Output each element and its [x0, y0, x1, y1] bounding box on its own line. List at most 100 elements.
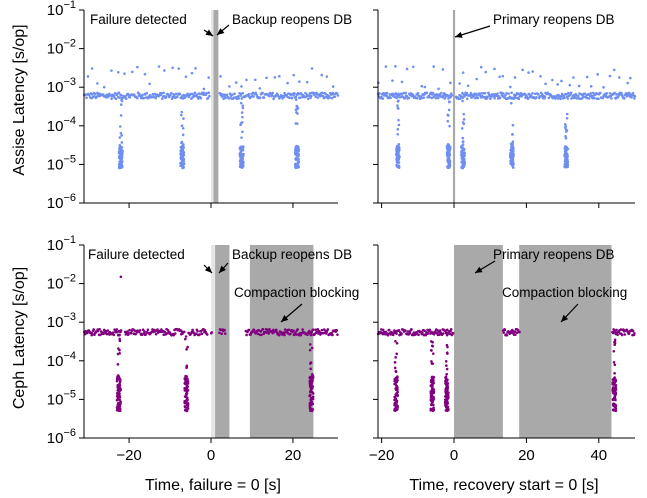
data-point	[148, 93, 152, 97]
cluster-point	[183, 401, 186, 404]
data-point	[511, 329, 515, 333]
cluster-point	[393, 398, 396, 402]
data-point	[416, 91, 420, 95]
outlier-point	[521, 68, 524, 72]
cluster-point	[118, 407, 121, 410]
data-point	[389, 96, 392, 100]
data-point	[563, 96, 566, 100]
data-point	[472, 94, 476, 98]
trail-point	[397, 118, 400, 122]
data-point	[613, 330, 617, 333]
data-point	[633, 97, 636, 100]
cluster-point	[509, 156, 512, 160]
data-point	[124, 95, 127, 98]
cluster-point	[308, 394, 312, 397]
data-point	[417, 94, 421, 98]
cluster-point	[311, 408, 315, 411]
cluster-point	[565, 145, 568, 149]
cluster-point	[117, 394, 121, 398]
y-tick-label: 10−1	[47, 0, 76, 19]
data-point	[95, 95, 99, 98]
cluster-point	[445, 408, 449, 411]
data-point	[128, 95, 132, 99]
data-point	[543, 95, 547, 98]
outlier-point	[441, 68, 445, 71]
cluster-point	[565, 153, 569, 157]
outlier-point	[479, 65, 483, 69]
trail-point	[308, 343, 312, 346]
trail-point	[445, 333, 449, 337]
cluster-point	[185, 396, 189, 400]
outlier-point	[513, 76, 517, 79]
data-point	[206, 96, 210, 100]
data-point	[422, 96, 426, 99]
data-point	[221, 93, 224, 96]
trail-point	[396, 106, 400, 110]
data-point	[513, 93, 516, 97]
trail-point	[613, 372, 616, 375]
outlier-point	[420, 84, 424, 88]
cluster-point	[614, 383, 617, 387]
data-point	[203, 328, 207, 332]
data-point	[333, 95, 337, 98]
trail-point	[429, 348, 433, 352]
data-point	[425, 91, 429, 95]
cluster-point	[119, 153, 122, 156]
data-point	[325, 330, 329, 333]
outlier-point	[194, 67, 197, 70]
data-point	[208, 94, 211, 98]
trail-point	[397, 99, 400, 102]
data-point	[287, 328, 291, 332]
data-point	[220, 332, 224, 336]
cluster-point	[118, 166, 121, 169]
cluster-point	[462, 165, 466, 168]
shaded-region	[215, 245, 230, 438]
outlier-point	[602, 86, 605, 89]
trail-point	[181, 126, 185, 130]
data-point	[598, 91, 602, 95]
trail-point	[565, 112, 569, 116]
data-point	[309, 94, 313, 98]
data-point	[173, 94, 176, 97]
cluster-point	[396, 386, 399, 390]
cluster-point	[431, 382, 434, 385]
trail-point	[445, 351, 449, 354]
outlier-point	[202, 87, 206, 91]
cluster-point	[566, 158, 569, 162]
data-point	[415, 96, 419, 100]
trail-point	[119, 103, 123, 106]
outlier-point	[449, 81, 452, 85]
cluster-point	[116, 375, 120, 379]
data-point	[465, 91, 469, 95]
data-point	[397, 328, 401, 332]
trail-point	[182, 117, 185, 120]
outlier-point	[234, 81, 238, 84]
data-point	[443, 97, 447, 100]
cluster-point	[511, 166, 515, 169]
data-point	[205, 91, 208, 95]
data-point	[449, 327, 453, 331]
data-point	[502, 331, 506, 334]
data-point	[423, 329, 426, 333]
outlier-point	[86, 75, 90, 78]
data-point	[260, 333, 263, 337]
data-point	[279, 330, 282, 334]
outlier-point	[394, 65, 397, 68]
cluster-point	[182, 166, 185, 169]
outlier-point	[391, 79, 394, 82]
cluster-point	[431, 400, 434, 403]
outlier-point	[589, 85, 593, 88]
cluster-point	[242, 152, 245, 156]
trail-point	[462, 118, 466, 121]
data-point	[160, 92, 163, 95]
trail-point	[395, 352, 399, 356]
outlier-point	[171, 66, 174, 70]
shaded-region	[519, 245, 612, 438]
cluster-point	[118, 402, 122, 406]
y-tick-label: 10−4	[47, 350, 76, 370]
data-point	[262, 96, 266, 99]
data-point	[106, 329, 110, 332]
data-point	[507, 92, 510, 95]
data-points	[376, 65, 637, 170]
data-point	[510, 91, 513, 95]
